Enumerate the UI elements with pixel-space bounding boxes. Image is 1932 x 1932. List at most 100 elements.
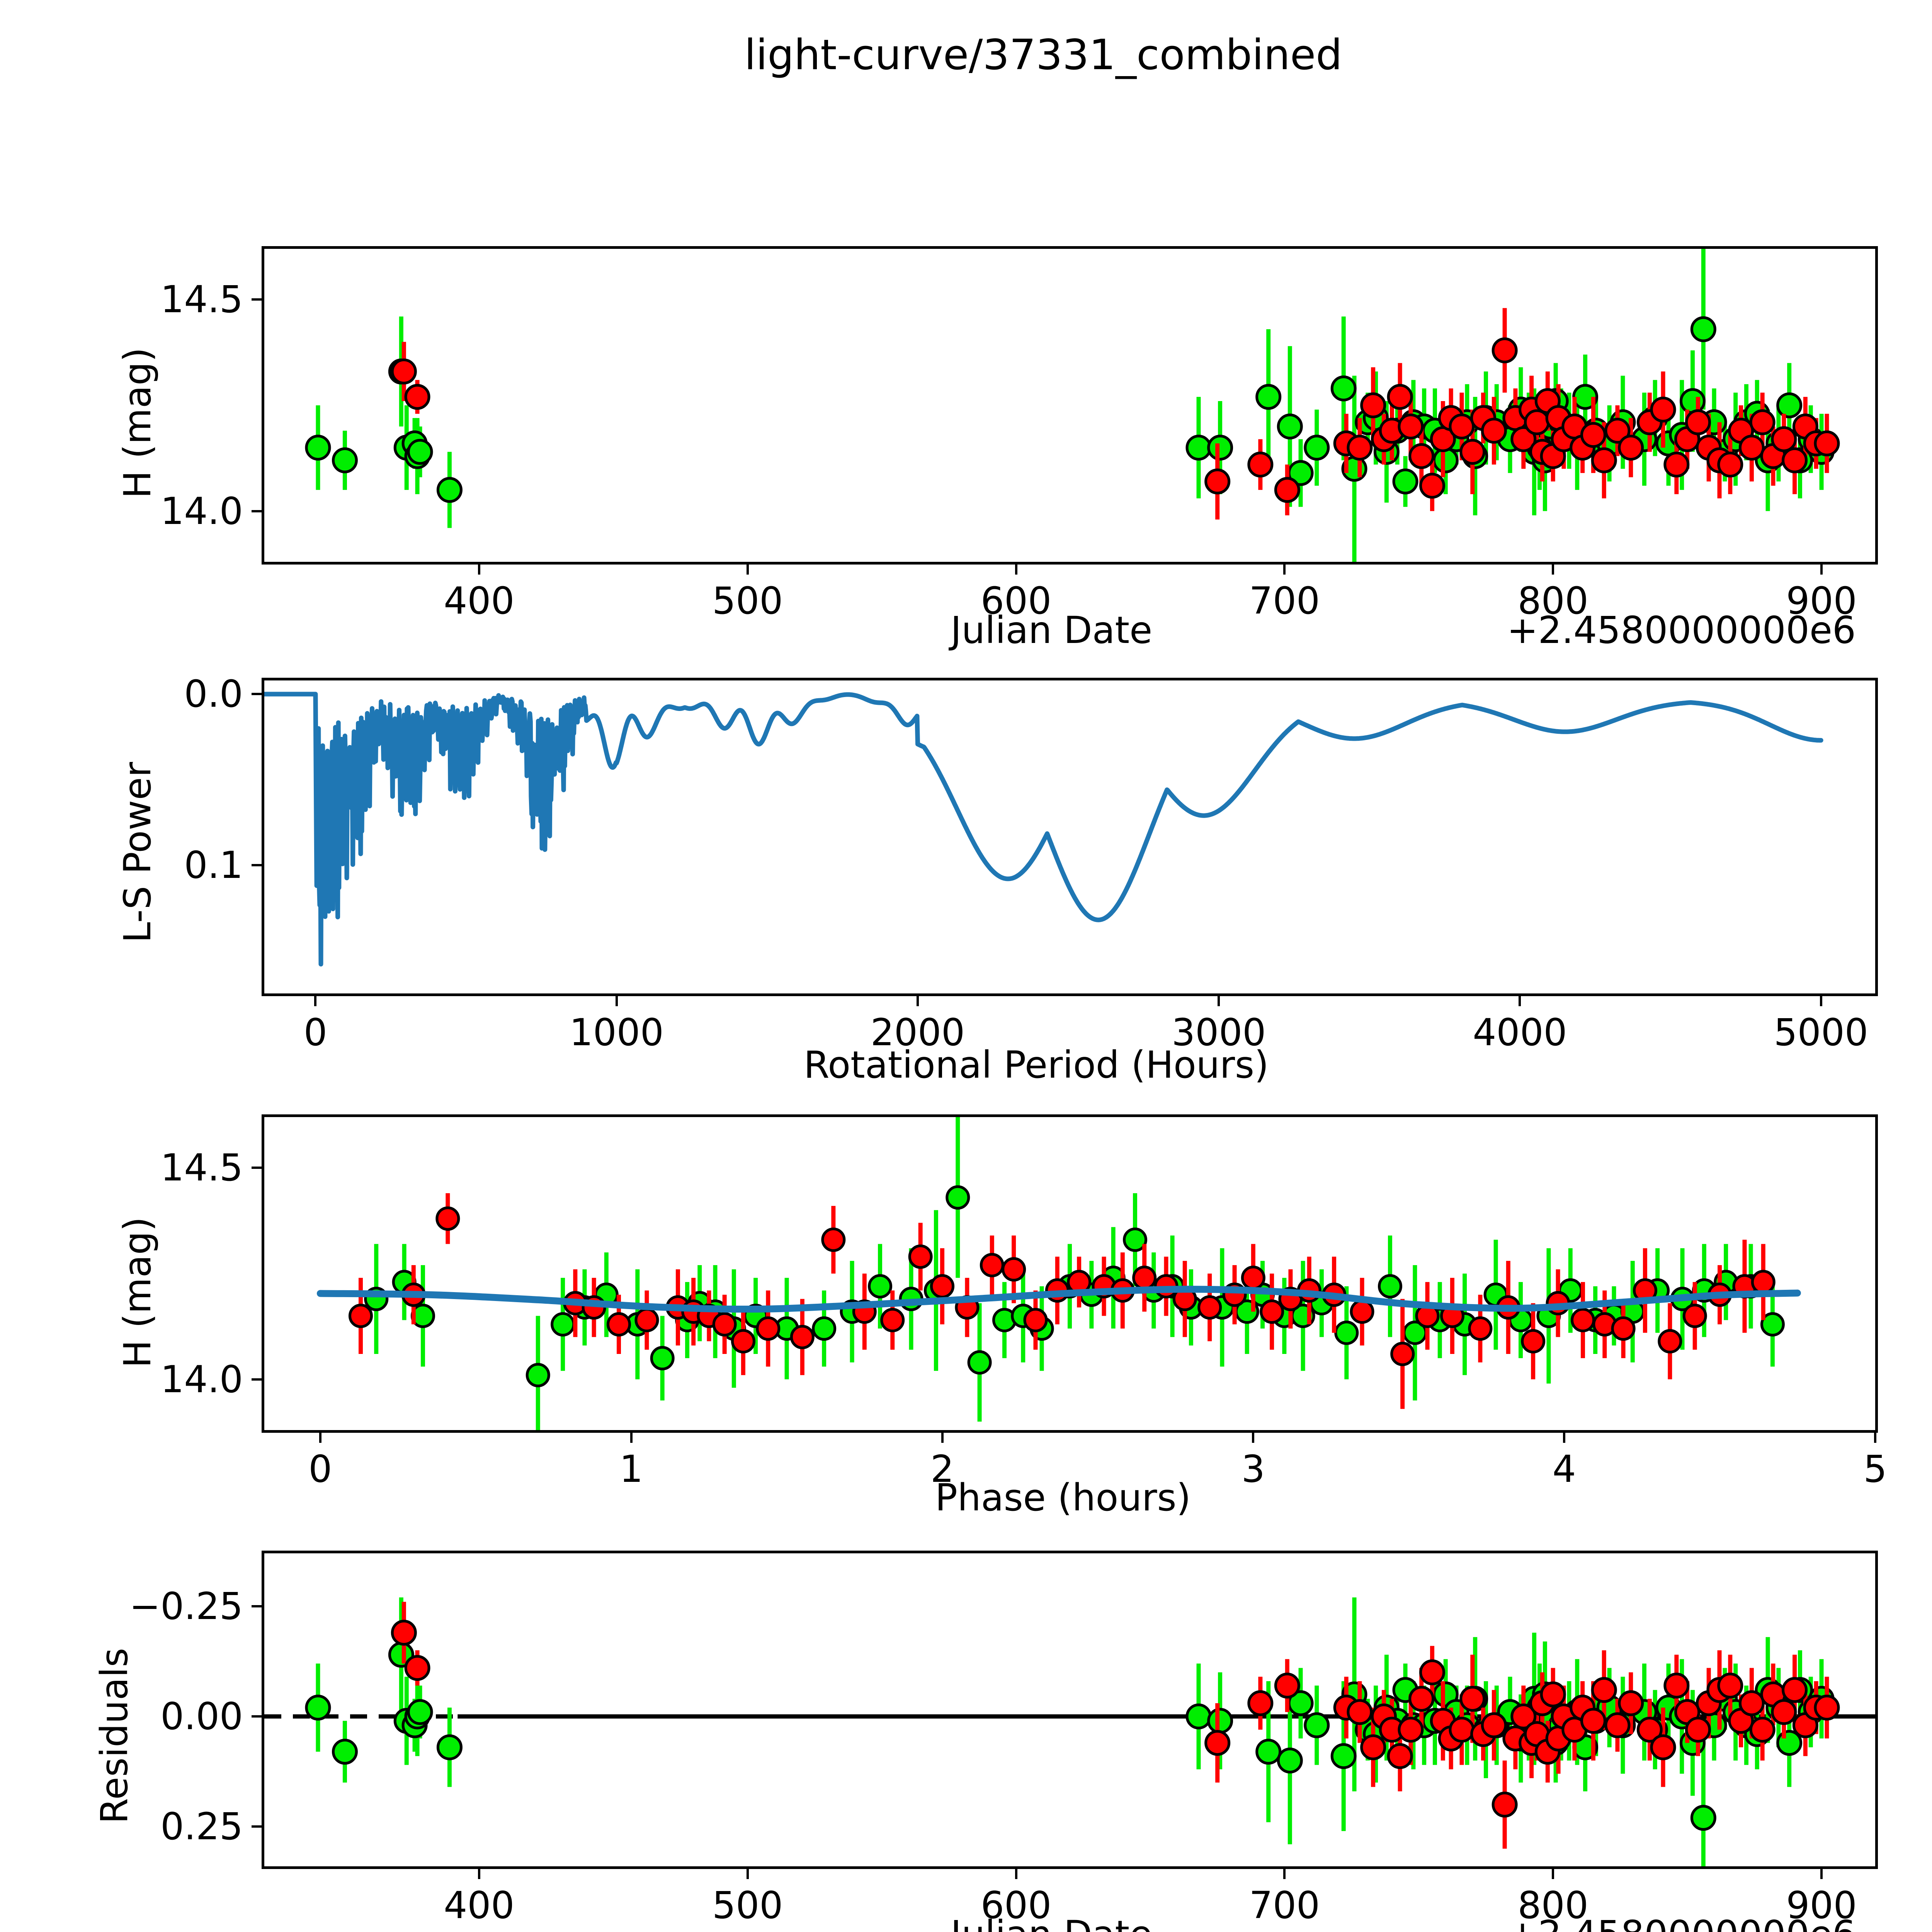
x-tick-mark — [630, 1433, 633, 1443]
y-tick-label: −0.25 — [129, 1584, 243, 1628]
data-point — [1390, 1342, 1415, 1366]
data-point — [1650, 396, 1676, 423]
data-point — [1510, 1703, 1537, 1730]
phasefold-plot-area — [262, 1114, 1878, 1433]
y-tick-mark — [252, 1605, 262, 1607]
lightcurve-xlabel: Julian Date — [951, 609, 1153, 652]
x-tick-mark — [1015, 565, 1017, 575]
data-point — [712, 1312, 737, 1337]
data-point — [1255, 1738, 1282, 1765]
y-tick-label: 0.25 — [160, 1805, 243, 1849]
x-tick-label: 3 — [1241, 1447, 1265, 1491]
x-tick-mark — [1552, 565, 1554, 575]
x-tick-label: 1 — [619, 1447, 643, 1491]
data-point — [880, 1308, 905, 1332]
x-tick-label: 0 — [303, 1011, 328, 1054]
data-point — [1204, 1730, 1231, 1756]
data-point — [305, 434, 331, 461]
data-point — [1347, 1699, 1373, 1725]
data-point — [1241, 1265, 1265, 1290]
data-point — [1398, 1716, 1424, 1743]
figure-title: light-curve/37331_combined — [744, 31, 1342, 79]
y-tick-mark — [252, 298, 262, 301]
data-point — [1360, 1734, 1386, 1760]
data-point — [1408, 443, 1435, 469]
x-tick-mark — [1563, 1433, 1566, 1443]
data-point — [812, 1316, 837, 1341]
data-point — [756, 1316, 781, 1341]
data-point — [650, 1346, 675, 1371]
data-point — [1398, 413, 1424, 440]
data-point — [1760, 1312, 1785, 1337]
data-point — [1570, 1308, 1595, 1332]
data-point — [1717, 1672, 1743, 1699]
data-point — [1591, 447, 1617, 473]
data-point — [1814, 1694, 1840, 1721]
x-tick-mark — [1218, 996, 1220, 1006]
x-tick-mark — [1552, 1869, 1554, 1879]
data-point — [391, 1619, 417, 1646]
x-tick-label: 4000 — [1473, 1011, 1567, 1054]
data-point — [1459, 1685, 1486, 1712]
x-tick-label: 5 — [1863, 1447, 1887, 1491]
x-tick-mark — [746, 565, 749, 575]
x-tick-mark — [1519, 996, 1521, 1006]
series-green — [305, 1597, 1835, 1866]
data-point — [908, 1244, 933, 1269]
y-tick-label: 14.5 — [160, 1146, 243, 1190]
data-point — [332, 447, 358, 473]
x-tick-label: 800 — [1517, 1884, 1588, 1927]
data-point — [946, 1185, 970, 1210]
data-point — [436, 477, 463, 503]
data-point — [1468, 1316, 1493, 1341]
data-point — [1387, 1743, 1413, 1769]
data-point — [526, 1363, 550, 1388]
data-point — [1330, 375, 1357, 401]
data-point — [1663, 1672, 1690, 1699]
series-green — [305, 249, 1835, 562]
data-point — [607, 1312, 631, 1337]
x-tick-label: 500 — [712, 579, 783, 622]
data-point — [1247, 451, 1274, 478]
x-tick-mark — [916, 996, 919, 1006]
data-point — [391, 358, 417, 384]
y-tick-mark — [252, 1715, 262, 1718]
data-point — [1277, 1747, 1303, 1774]
x-tick-label: 500 — [712, 1884, 783, 1927]
data-point — [1304, 434, 1330, 461]
data-point — [1650, 1734, 1676, 1760]
y-tick-label: 0.1 — [184, 844, 243, 887]
data-point — [1782, 447, 1808, 473]
data-point — [435, 1206, 460, 1231]
y-tick-mark — [252, 1167, 262, 1169]
x-tick-label: 400 — [444, 1884, 515, 1927]
y-tick-mark — [252, 510, 262, 512]
data-point — [1419, 1659, 1446, 1685]
x-tick-label: 600 — [980, 579, 1052, 622]
data-point — [1274, 477, 1300, 503]
data-point — [1197, 1295, 1222, 1320]
data-point — [1636, 1716, 1663, 1743]
phasefold-canvas — [316, 1117, 1801, 1430]
data-point — [1604, 1712, 1631, 1738]
series-red — [391, 308, 1840, 520]
x-tick-label: 600 — [980, 1884, 1052, 1927]
periodogram-line — [264, 692, 1823, 967]
x-tick-label: 1000 — [569, 1011, 664, 1054]
data-point — [790, 1325, 815, 1349]
data-point — [1604, 418, 1631, 444]
data-point — [1347, 434, 1373, 461]
data-point — [1591, 1677, 1617, 1703]
data-point — [1247, 1690, 1274, 1716]
x-tick-mark — [1820, 996, 1822, 1006]
data-point — [1260, 1299, 1284, 1324]
data-point — [634, 1308, 659, 1332]
data-point — [1771, 426, 1797, 452]
data-point — [930, 1274, 955, 1299]
y-tick-label: 14.5 — [160, 278, 243, 321]
series-red — [391, 1602, 1840, 1849]
data-point — [1685, 1716, 1711, 1743]
data-point — [1132, 1265, 1157, 1290]
data-point — [1751, 1270, 1776, 1294]
